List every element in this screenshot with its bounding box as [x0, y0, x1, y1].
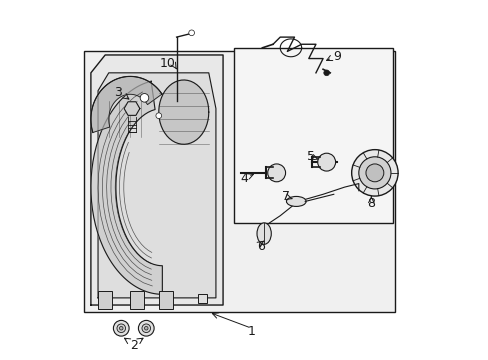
Text: 5: 5 — [306, 150, 314, 163]
Circle shape — [144, 327, 148, 330]
Bar — [159, 291, 173, 309]
Text: 9: 9 — [333, 50, 341, 63]
Circle shape — [267, 164, 285, 182]
Polygon shape — [124, 102, 140, 115]
Ellipse shape — [286, 197, 305, 206]
Circle shape — [365, 164, 383, 182]
FancyBboxPatch shape — [233, 48, 392, 223]
Circle shape — [351, 150, 397, 196]
Polygon shape — [91, 55, 223, 305]
Polygon shape — [91, 76, 162, 132]
Ellipse shape — [257, 223, 271, 244]
Bar — [98, 291, 112, 309]
Text: 10: 10 — [160, 57, 175, 71]
Circle shape — [156, 113, 162, 118]
Text: 3: 3 — [114, 86, 122, 99]
Text: 6: 6 — [256, 240, 264, 253]
Polygon shape — [98, 73, 216, 298]
Circle shape — [119, 327, 123, 330]
Bar — [130, 291, 144, 309]
Circle shape — [358, 157, 390, 189]
Circle shape — [142, 324, 150, 333]
Circle shape — [117, 324, 125, 333]
Circle shape — [188, 30, 194, 36]
Bar — [198, 294, 206, 303]
Polygon shape — [91, 81, 162, 294]
Circle shape — [323, 70, 329, 76]
FancyBboxPatch shape — [83, 51, 394, 312]
Text: 7: 7 — [281, 190, 289, 203]
Circle shape — [140, 94, 148, 102]
Text: 4: 4 — [240, 172, 248, 185]
Polygon shape — [159, 80, 208, 144]
Text: 1: 1 — [247, 325, 255, 338]
Text: 2: 2 — [129, 338, 138, 351]
Text: 8: 8 — [366, 197, 375, 210]
Circle shape — [138, 320, 154, 336]
Circle shape — [317, 153, 335, 171]
Circle shape — [113, 320, 129, 336]
